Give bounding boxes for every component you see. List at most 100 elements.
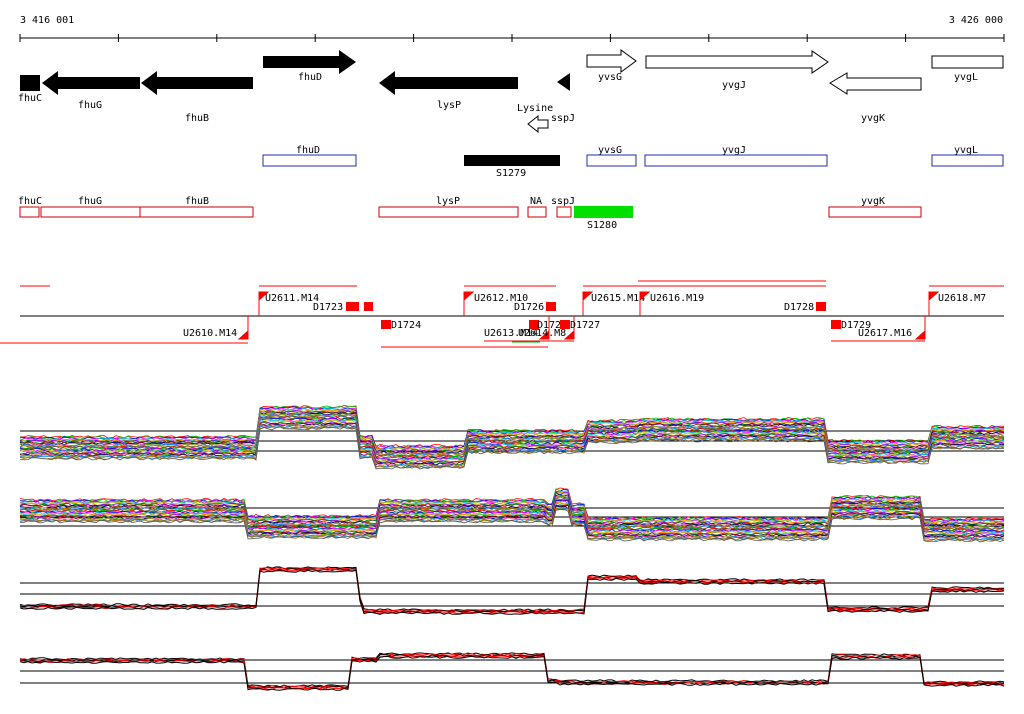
segment-label-fhug: fhuG xyxy=(78,196,102,207)
gene-label-fhug: fhuG xyxy=(78,100,102,111)
breakpoint-label-d1725: D1725 xyxy=(537,320,567,331)
breakpoint-marker[interactable] xyxy=(346,302,359,311)
ruler-end-label: 3 426 000 xyxy=(949,15,1003,26)
expression-profile-line xyxy=(19,655,1005,691)
gene-label-yvgj: yvgJ xyxy=(722,80,746,91)
forward-strand-summary-panel xyxy=(19,566,1005,615)
expression-profile-line xyxy=(19,569,1005,615)
annotated-genes-track: fhuC fhuG fhuB fhuD lysP Lysine sspJ yvs… xyxy=(18,49,1004,134)
expression-profile-line xyxy=(19,500,1005,534)
segment-box-fhuc[interactable] xyxy=(19,206,40,218)
reverse-strand-profiles-panel xyxy=(19,487,1005,543)
promoter-flag-u2613[interactable] xyxy=(538,316,550,340)
expression-profile-line xyxy=(19,412,1005,455)
breakpoint-marker[interactable] xyxy=(364,302,373,311)
segment-box-yvgj[interactable] xyxy=(644,154,828,167)
segment-box-fhug[interactable] xyxy=(40,206,141,218)
expression-profile-line xyxy=(19,422,1004,466)
gene-arrow-fhug[interactable] xyxy=(42,71,140,95)
breakpoint-marker[interactable] xyxy=(816,302,826,311)
gene-arrow-yvgj[interactable] xyxy=(645,50,829,74)
gene-arrow-fhub[interactable] xyxy=(141,71,253,95)
tu-label-u2617: U2617.M16 xyxy=(858,328,912,339)
expression-profile-line xyxy=(19,413,1005,457)
expression-profile-line xyxy=(19,421,1005,465)
expression-profile-line xyxy=(19,407,1005,451)
expression-profile-line xyxy=(19,505,1005,539)
segment-box-yvgk[interactable] xyxy=(828,206,922,218)
segment-box-yvgl[interactable] xyxy=(931,154,1004,167)
promoter-flag-u2611[interactable] xyxy=(258,291,270,316)
promoter-flag-u2610[interactable] xyxy=(237,316,249,340)
promoter-flag-u2616[interactable] xyxy=(639,291,651,316)
reverse-strand-summary-panel xyxy=(19,652,1005,691)
expression-profile-line xyxy=(19,488,1005,523)
expression-profile-line xyxy=(19,567,1005,613)
promoter-flag-u2612[interactable] xyxy=(463,291,475,316)
gene-arrow-fhuc[interactable] xyxy=(20,75,40,91)
tu-label-u2618: U2618.M7 xyxy=(938,293,986,304)
gene-arrow-lysine[interactable] xyxy=(557,73,570,91)
tu-label-u2615: U2615.M14 xyxy=(591,293,645,304)
breakpoint-marker[interactable] xyxy=(831,320,841,329)
breakpoint-marker[interactable] xyxy=(560,320,570,329)
coordinate-ruler: 3 416 001 3 426 000 xyxy=(19,15,1005,42)
expression-profile-line xyxy=(19,498,1005,532)
expression-profile-line xyxy=(20,418,1005,461)
expression-profile-line xyxy=(19,504,1005,539)
segment-box-fhud[interactable] xyxy=(262,154,357,167)
expression-profile-line xyxy=(19,426,1005,470)
segment-label-yvgl: yvgL xyxy=(954,145,978,156)
tu-label-u2611: U2611.M14 xyxy=(265,293,319,304)
ruler-ticks xyxy=(19,34,1005,42)
breakpoint-label-d1727: D1727 xyxy=(570,320,600,331)
promoter-flag-u2615[interactable] xyxy=(582,291,594,316)
gene-label-fhuc: fhuC xyxy=(18,93,42,104)
gene-arrow-yvgl[interactable] xyxy=(931,55,1004,69)
gene-label-lysp: lysP xyxy=(437,100,461,111)
breakpoint-label-d1729: D1729 xyxy=(841,320,871,331)
segment-box-s1280[interactable] xyxy=(574,206,633,218)
promoter-flag-u2618[interactable] xyxy=(928,291,940,316)
promoter-flag-u2614[interactable] xyxy=(563,316,575,340)
breakpoint-label-d1726: D1726 xyxy=(514,302,544,313)
gene-label-yvgk: yvgK xyxy=(861,113,885,124)
breakpoint-marker[interactable] xyxy=(529,320,539,329)
segment-label-s1280: S1280 xyxy=(587,220,617,231)
tu-label-u2616: U2616.M19 xyxy=(650,293,704,304)
gene-label-fhub: fhuB xyxy=(185,113,209,124)
ruler-start-label: 3 416 001 xyxy=(20,15,74,26)
breakpoint-marker[interactable] xyxy=(381,320,391,329)
gene-arrow-yvsg[interactable] xyxy=(586,49,637,73)
gene-arrow-fhud[interactable] xyxy=(263,50,356,74)
expression-profile-line xyxy=(19,414,1005,458)
segment-box-s1279[interactable] xyxy=(464,155,560,166)
segment-label-yvgk: yvgK xyxy=(861,196,885,207)
expression-profile-line xyxy=(19,491,1005,526)
gene-arrow-lysp[interactable] xyxy=(379,71,518,95)
segment-box-yvsg[interactable] xyxy=(586,154,637,167)
gene-arrow-yvgk[interactable] xyxy=(829,72,922,95)
segment-label-s1279: S1279 xyxy=(496,168,526,179)
breakpoint-label-d1724: D1724 xyxy=(391,320,421,331)
segment-box-lysp[interactable] xyxy=(378,206,519,218)
segment-label-fhuc: fhuC xyxy=(18,196,42,207)
expression-profile-line xyxy=(19,501,1005,536)
segment-box-fhub[interactable] xyxy=(139,206,254,218)
gene-label-fhud: fhuD xyxy=(298,72,322,83)
tu-label-u2612: U2612.M10 xyxy=(474,293,528,304)
forward-strand-profiles-panel xyxy=(19,404,1005,470)
expression-profile-line xyxy=(19,568,1005,614)
tu-label-u2610: U2610.M14 xyxy=(183,328,237,339)
breakpoint-label-d1728: D1728 xyxy=(784,302,814,313)
gene-arrow-sspj[interactable] xyxy=(527,114,549,134)
segment-label-fhub: fhuB xyxy=(185,196,209,207)
segment-box-na[interactable] xyxy=(527,206,547,218)
segment-label-yvsg: yvsG xyxy=(598,145,622,156)
segment-box-sspj[interactable] xyxy=(556,206,572,218)
expression-profile-line xyxy=(19,508,1005,543)
promoter-flag-u2617[interactable] xyxy=(914,316,926,340)
expression-profile-line xyxy=(19,424,1005,468)
breakpoint-marker[interactable] xyxy=(546,302,556,311)
